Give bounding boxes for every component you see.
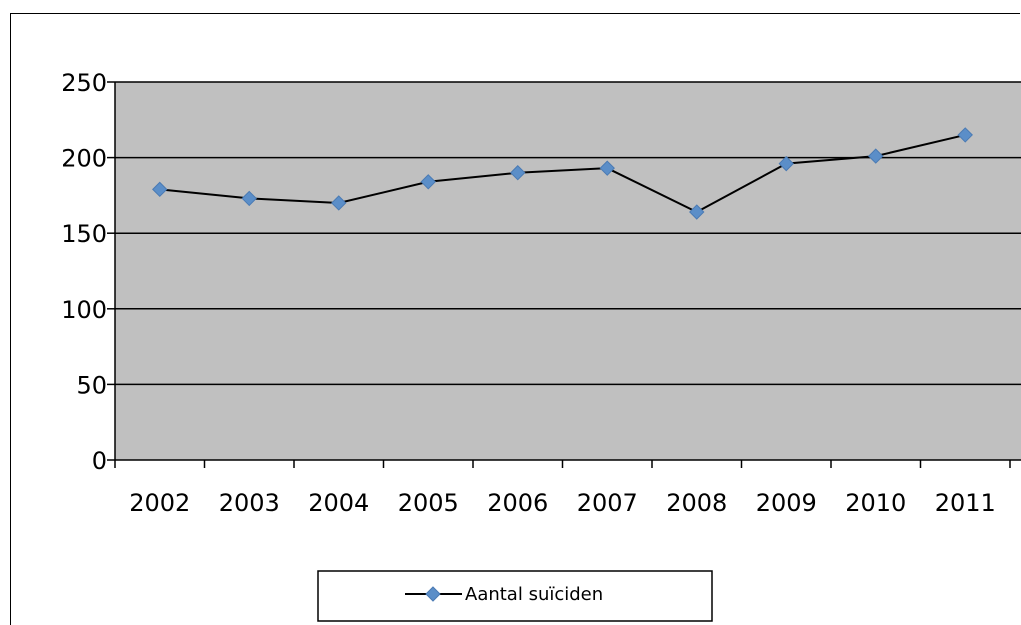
legend-diamond-marker	[425, 586, 441, 602]
data-point	[152, 181, 168, 198]
x-tick-label: 2003	[219, 489, 280, 517]
x-tick-label: 2004	[308, 489, 369, 517]
y-tick-label: 200	[61, 145, 107, 173]
series-line	[159, 133, 966, 214]
data-point	[510, 165, 526, 181]
x-tick-label: 2007	[577, 489, 638, 517]
y-tick-label: 250	[61, 69, 107, 97]
chart-frame	[10, 13, 1020, 625]
x-tick-label: 2008	[666, 489, 727, 517]
y-tick-label: 150	[61, 220, 107, 248]
data-point	[599, 160, 615, 176]
legend: Aantal suïciden	[317, 570, 713, 622]
x-axis-ticks: 2002 2003 2004 2005 2006 2007 2008 2009 2010 2011	[114, 460, 1011, 517]
data-point	[868, 148, 884, 164]
data-point	[689, 204, 705, 220]
y-tick-label: 0	[92, 447, 107, 475]
data-point	[420, 174, 436, 190]
y-tick-label: 50	[76, 371, 107, 399]
x-tick-label: 2011	[935, 489, 996, 517]
legend-label: Aantal suïciden	[465, 584, 603, 605]
x-tick-label: 2005	[398, 489, 459, 517]
series-group	[152, 127, 973, 220]
plot-area	[115, 82, 1021, 460]
data-point	[957, 127, 973, 143]
data-point	[241, 190, 257, 207]
data-point	[331, 195, 347, 211]
y-tick-label: 100	[61, 296, 107, 324]
data-point	[778, 155, 794, 172]
x-tick-label: 2002	[129, 489, 190, 517]
x-tick-label: 2009	[756, 489, 817, 517]
legend-box	[317, 570, 713, 622]
y-axis-ticks: 0 50 100 150 200 250	[61, 69, 115, 475]
x-tick-label: 2006	[487, 489, 548, 517]
x-tick-label: 2010	[845, 489, 906, 517]
